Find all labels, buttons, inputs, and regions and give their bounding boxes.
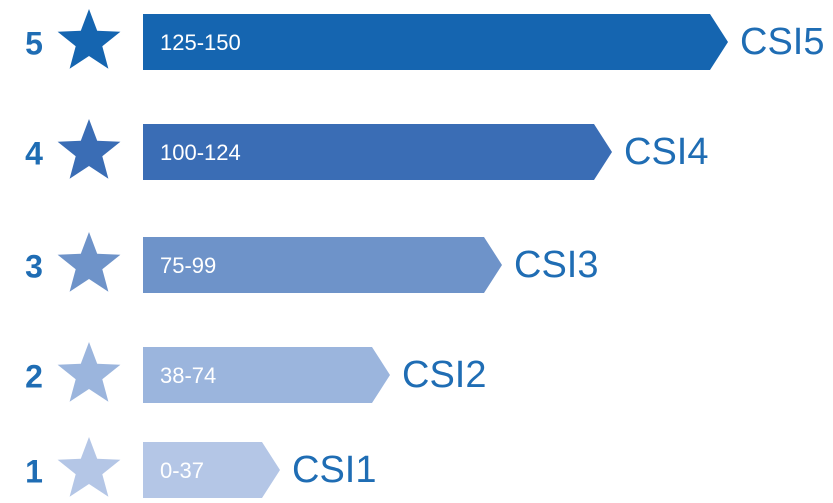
star-icon	[57, 437, 121, 497]
rank-number: 5	[25, 25, 43, 61]
range-label: 125-150	[160, 30, 241, 55]
csi-label: CSI1	[292, 449, 376, 491]
range-arrow	[143, 14, 728, 70]
rank-number: 3	[25, 248, 43, 284]
csi-label: CSI3	[514, 244, 598, 286]
star-icon	[57, 232, 121, 292]
rank-number: 2	[25, 358, 43, 394]
range-arrow	[143, 124, 612, 180]
range-arrow	[143, 442, 280, 498]
range-label: 100-124	[160, 140, 241, 165]
range-arrow	[143, 347, 390, 403]
csi-label: CSI2	[402, 354, 486, 396]
star-icon	[57, 119, 121, 179]
star-icon	[57, 9, 121, 69]
rank-number: 1	[25, 453, 43, 489]
csi-label: CSI4	[624, 131, 708, 173]
range-arrow	[143, 237, 502, 293]
csi-label: CSI5	[740, 21, 824, 63]
rank-number: 4	[25, 135, 43, 171]
range-label: 75-99	[160, 253, 216, 278]
star-icon	[57, 342, 121, 402]
range-label: 0-37	[160, 458, 204, 483]
range-label: 38-74	[160, 363, 216, 388]
